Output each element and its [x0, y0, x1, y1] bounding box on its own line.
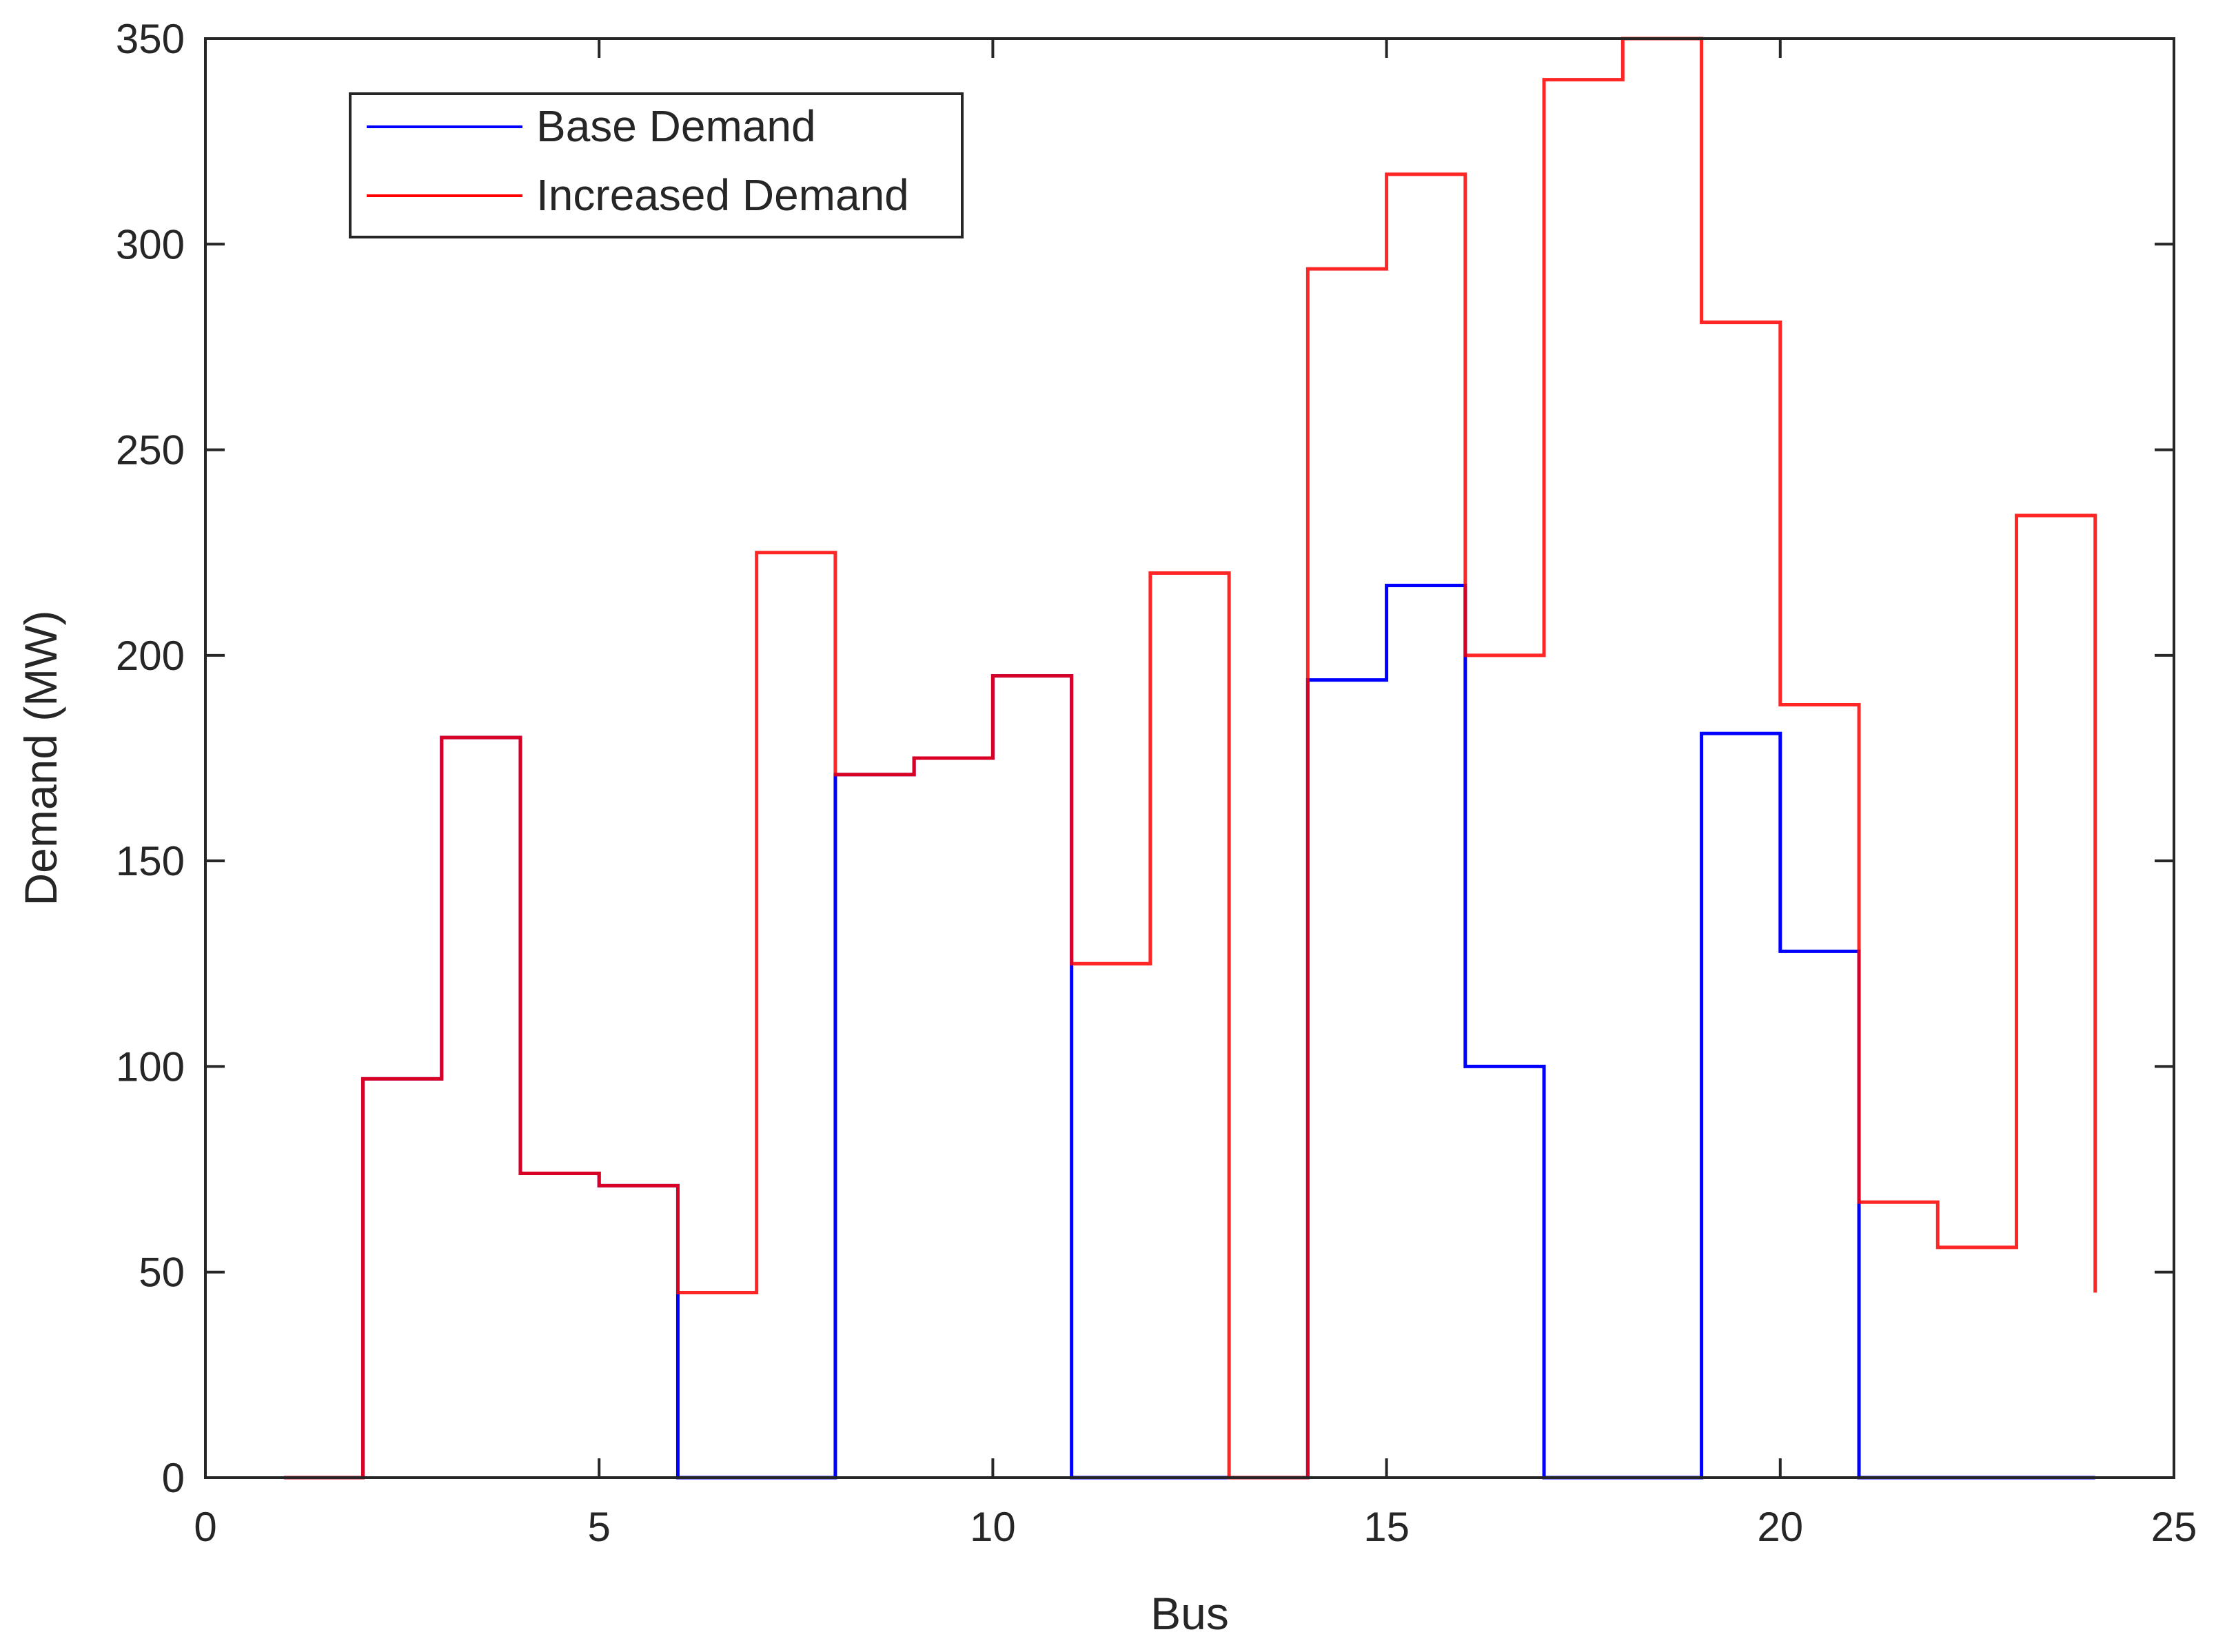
y-tick-label: 150: [116, 838, 185, 884]
y-tick-label: 50: [139, 1250, 185, 1296]
axes-box: [204, 37, 2175, 1479]
plot-area: [205, 39, 2174, 1478]
y-tick-label: 100: [116, 1043, 185, 1090]
legend-label-increased-demand: Increased Demand: [536, 170, 909, 220]
x-tick-label: 25: [2151, 1504, 2197, 1550]
series-line-increased-demand: [284, 37, 2097, 1480]
y-tick-label: 350: [116, 16, 185, 62]
x-axis-label: Bus: [1150, 1588, 1229, 1639]
x-tick-label: 10: [970, 1504, 1016, 1550]
x-tick-label: 15: [1363, 1504, 1410, 1550]
legend-label-base-demand: Base Demand: [536, 101, 816, 151]
y-tick-label: 300: [116, 221, 185, 267]
series-increased-demand: [284, 37, 2097, 1480]
x-tick-label: 20: [1757, 1504, 1803, 1550]
y-tick-label: 200: [116, 633, 185, 679]
y-axis-label: Demand (MW): [15, 610, 66, 906]
y-tick-label: 0: [162, 1455, 185, 1501]
x-tick-label: 0: [194, 1504, 216, 1550]
y-tick-label: 250: [116, 427, 185, 473]
x-tick-label: 5: [588, 1504, 611, 1550]
legend: Base Demand Increased Demand: [349, 92, 964, 238]
legend-box: [349, 92, 964, 238]
